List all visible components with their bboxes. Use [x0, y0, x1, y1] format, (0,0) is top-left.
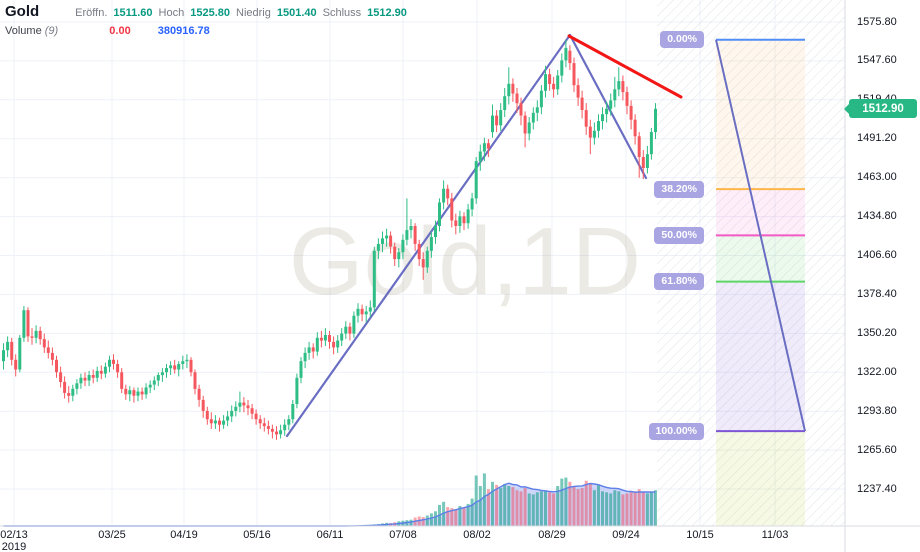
fib-diagonal: [715, 39, 806, 432]
legend-row-volume[interactable]: Volume (9) 0.00 380916.78: [5, 25, 210, 37]
volume-ma-value: 380916.78: [157, 25, 210, 37]
fib-level-badge[interactable]: 61.80%: [654, 273, 704, 291]
candles: [2, 39, 657, 440]
symbol-title[interactable]: Gold: [5, 3, 40, 20]
high-value: 1525.80: [190, 7, 230, 19]
fib-level-badge[interactable]: 100.00%: [648, 422, 704, 440]
time-axis-label: 03/25: [98, 529, 126, 541]
high-label: Hoch: [158, 7, 185, 19]
volume-value: 0.00: [109, 25, 131, 37]
time-axis-label: 04/19: [170, 529, 198, 541]
fib-level-badge[interactable]: 38.20%: [654, 180, 704, 198]
low-label: Niedrig: [236, 7, 271, 19]
time-axis-label: 08/02: [463, 529, 491, 541]
price-axis-label: 1350.20: [857, 326, 897, 339]
legend-row-ohlc: Gold Eröffn. 1511.60 Hoch 1525.80 Niedri…: [5, 3, 407, 20]
uptrend-line[interactable]: [285, 33, 572, 438]
time-axis-label: 07/08: [389, 529, 417, 541]
downtrend-line[interactable]: [568, 33, 648, 180]
price-axis-label: 1322.00: [857, 365, 897, 378]
time-axis-label: 06/11: [316, 529, 344, 541]
last-price-tag: 1512.90: [844, 99, 917, 119]
time-axis-year: 2019: [1, 541, 27, 552]
time-axis-label: 11/03: [761, 529, 789, 541]
resistance-line[interactable]: [567, 34, 683, 99]
time-axis-label: 10/15: [686, 529, 714, 541]
price-axis-label: 1463.00: [857, 171, 897, 184]
price-axis-label: 1265.60: [857, 443, 897, 456]
time-axis-label: 08/29: [538, 529, 566, 541]
fib-level-badge[interactable]: 50.00%: [654, 226, 704, 244]
time-axis-label: 05/16: [243, 529, 271, 541]
price-axis-label: 1547.60: [857, 54, 897, 67]
fib-level-badge[interactable]: 0.00%: [660, 31, 704, 49]
time-axis-label: 02/13 2019: [0, 529, 28, 552]
price-axis-label: 1575.80: [857, 15, 897, 28]
fib-retracement[interactable]: [715, 38, 806, 526]
price-axis-label: 1434.80: [857, 210, 897, 223]
time-axis-label: 09/24: [612, 529, 640, 541]
indicator-name: Volume: [5, 25, 42, 37]
open-label: Eröffn.: [75, 7, 108, 19]
price-axis-label: 1406.60: [857, 249, 897, 261]
price-axis-label: 1378.40: [857, 287, 897, 300]
open-value: 1511.60: [113, 7, 153, 19]
price-axis-label: 1491.20: [857, 132, 897, 145]
low-value: 1501.40: [276, 7, 317, 19]
price-axis[interactable]: 1575.801547.601519.401491.201463.001434.…: [844, 0, 920, 552]
price-axis-label: 1237.40: [857, 482, 897, 495]
close-value: 1512.90: [367, 7, 407, 19]
close-label: Schluss: [322, 7, 362, 19]
volume-bars: [344, 473, 657, 526]
watermark: Gold,1D: [289, 208, 641, 315]
time-axis[interactable]: 02/13 2019 03/25 04/19 05/16 06/11 07/08 08/02 0…: [0, 526, 845, 552]
indicator-param: (9): [44, 25, 59, 37]
price-axis-label: 1293.80: [857, 404, 897, 417]
